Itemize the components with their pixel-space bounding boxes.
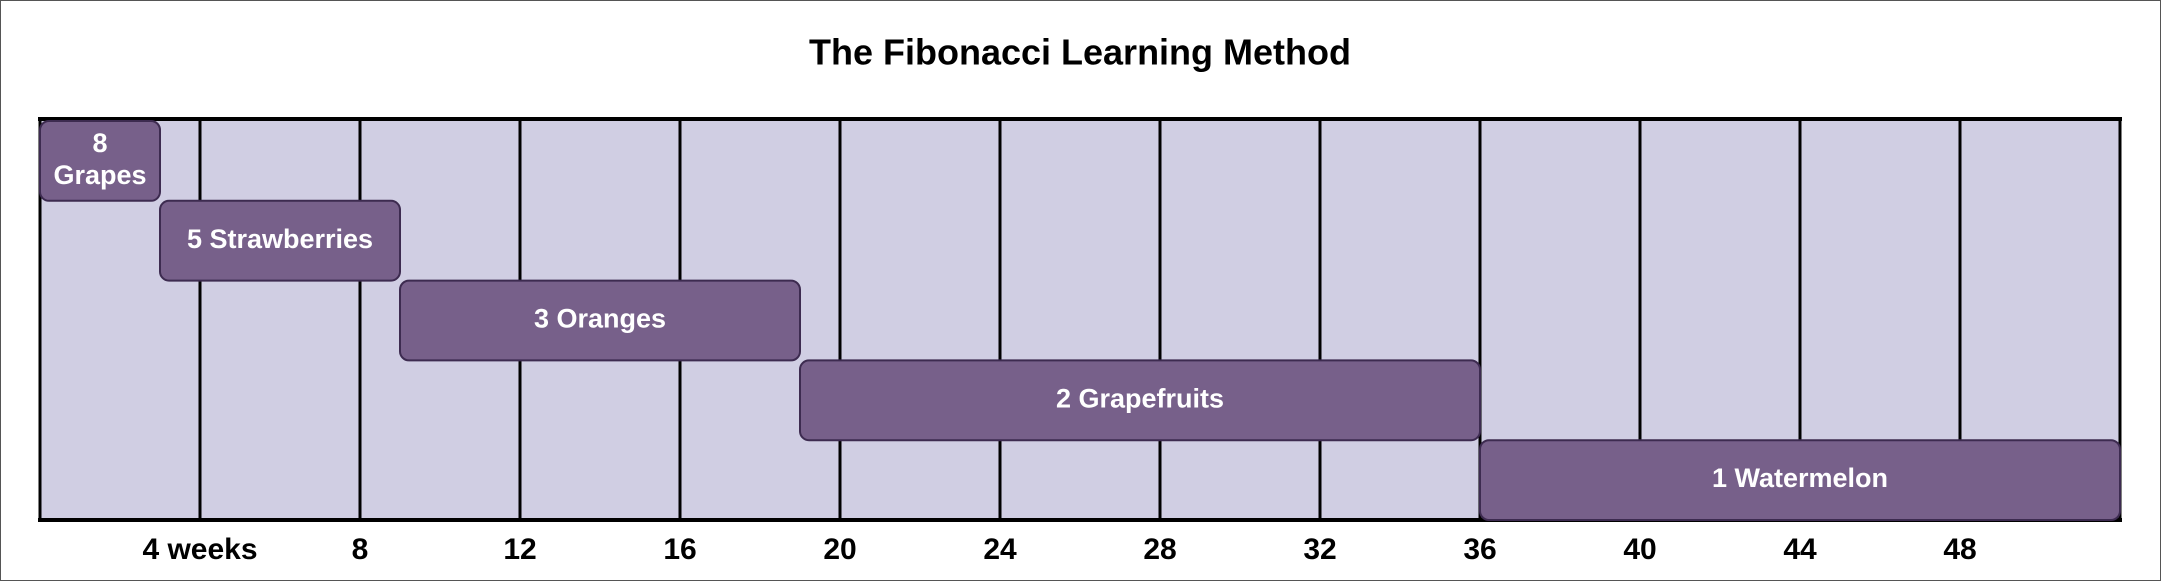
task-label: 3 Oranges <box>534 304 666 334</box>
x-tick-label: 48 <box>1943 533 1976 566</box>
task-bar <box>799 359 1481 442</box>
chart-title: The Fibonacci Learning Method <box>809 32 1351 73</box>
x-tick-label: 28 <box>1143 533 1176 566</box>
x-tick-label: 40 <box>1623 533 1656 566</box>
x-tick-label: 24 <box>983 533 1017 566</box>
task-bar <box>39 120 161 202</box>
task-label-line: Grapes <box>53 160 146 190</box>
x-tick-label: 36 <box>1463 533 1496 566</box>
x-tick-label: 16 <box>663 533 696 566</box>
task-bar <box>1479 439 2121 522</box>
task-label: 1 Watermelon <box>1712 463 1888 493</box>
x-tick-label: 44 <box>1783 533 1817 566</box>
x-tick-label: 8 <box>352 533 369 566</box>
task-label: 5 Strawberries <box>187 224 373 254</box>
x-tick-label: 20 <box>823 533 856 566</box>
task-label-line: 8 <box>92 128 107 158</box>
task-label: 2 Grapefruits <box>1056 383 1224 413</box>
x-tick-label: 4 weeks <box>142 533 257 566</box>
task-bar <box>159 199 401 282</box>
x-tick-label: 32 <box>1303 533 1336 566</box>
x-tick-label: 12 <box>503 533 536 566</box>
task-bar <box>399 279 801 362</box>
task-label: 8 Grapes <box>53 128 146 190</box>
